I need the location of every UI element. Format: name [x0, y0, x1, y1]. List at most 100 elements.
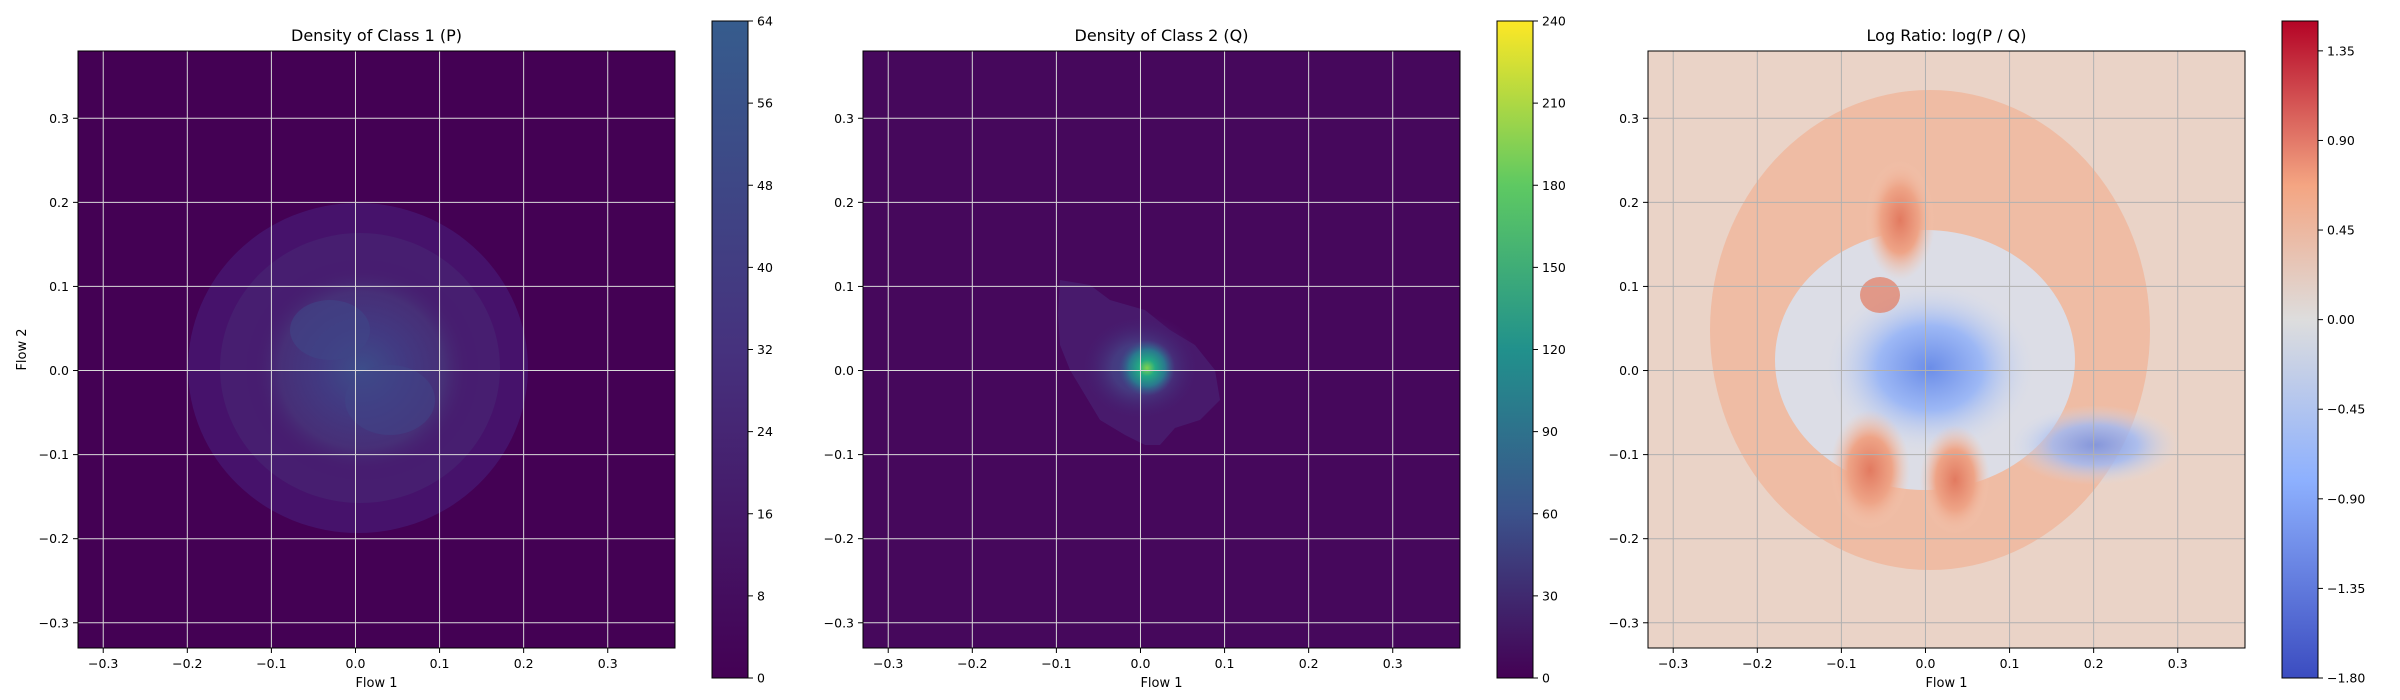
- colorbar-ticks: 0 8 16 24 32 40 48 56 64: [748, 14, 773, 686]
- y-axis-ticks: −0.3 −0.2 −0.1 0.0 0.1 0.2 0.3: [824, 111, 863, 630]
- x-tick-label: 0.1: [430, 656, 450, 671]
- x-tick-label: 0.3: [598, 656, 618, 671]
- colorbar-tick-label: 180: [1542, 178, 1566, 193]
- y-axis-ticks: −0.3 −0.2 −0.1 0.0 0.1 0.2 0.3: [39, 111, 78, 630]
- colorbar-ticks: 0 30 60 90 120 150 180 210 240: [1533, 14, 1566, 686]
- x-tick-label: −0.3: [88, 656, 118, 671]
- x-tick-label: −0.2: [172, 656, 202, 671]
- axes-frame: [1647, 50, 2246, 649]
- x-tick-label: −0.1: [256, 656, 286, 671]
- density-core: [244, 258, 480, 482]
- colorbar-tick-label: 1.35: [2327, 43, 2355, 58]
- colorbar-tick-label: 0.90: [2327, 133, 2355, 148]
- x-tick-label: −0.3: [873, 656, 903, 671]
- y-tick-label: 0.2: [834, 195, 854, 210]
- colorbar-tick-label: 0: [757, 671, 765, 686]
- y-tick-label: −0.2: [1609, 531, 1639, 546]
- chart-title: Log Ratio: log(P / Q): [1867, 26, 2027, 45]
- x-tick-label: 0.2: [514, 656, 534, 671]
- y-tick-label: −0.2: [39, 531, 69, 546]
- y-tick-label: 0.3: [1619, 111, 1639, 126]
- colorbar-tick-label: 64: [757, 14, 773, 29]
- y-tick-label: −0.3: [1609, 615, 1639, 630]
- colorbar: [1496, 20, 1534, 679]
- grid-lines: [1648, 51, 2245, 648]
- x-tick-label: 0.0: [1131, 656, 1151, 671]
- x-tick-label: −0.2: [957, 656, 987, 671]
- y-tick-label: −0.1: [39, 447, 69, 462]
- colorbar-tick-label: 0: [1542, 671, 1550, 686]
- y-tick-label: −0.3: [824, 615, 854, 630]
- x-axis-ticks: −0.3 −0.2 −0.1 0.0 0.1 0.2 0.3: [88, 648, 618, 671]
- ratio-region-positive: [1860, 277, 1900, 313]
- x-tick-label: 0.1: [2000, 656, 2020, 671]
- colorbar-tick-label: 0.45: [2327, 223, 2355, 238]
- y-tick-label: 0.1: [834, 279, 854, 294]
- colorbar-tick-label: −0.45: [2327, 402, 2365, 417]
- panel-log-ratio: −0.3 −0.2 −0.1 0.0 0.1 0.2 0.3 −0.3 −0.2 −0.1 0.0…: [1609, 20, 2365, 691]
- ratio-region-positive: [1865, 160, 1935, 280]
- colorbar-tick-label: 240: [1542, 14, 1566, 29]
- colorbar-tick-label: 120: [1542, 342, 1566, 357]
- colorbar-tick-label: 210: [1542, 96, 1566, 111]
- panel-density-p: −0.3 −0.2 −0.1 0.0 0.1 0.2 0.3 −0.3 −0.2 −0.1 0.0…: [15, 14, 773, 692]
- density-field: [188, 203, 528, 533]
- x-tick-label: 0.3: [1383, 656, 1403, 671]
- x-axis-ticks: −0.3 −0.2 −0.1 0.0 0.1 0.2 0.3: [873, 648, 1403, 671]
- colorbar-tick-label: 30: [1542, 588, 1558, 603]
- y-tick-label: 0.3: [49, 111, 69, 126]
- colorbar-tick-label: −0.90: [2327, 491, 2365, 506]
- colorbar-tick-label: 24: [757, 424, 773, 439]
- y-tick-label: 0.0: [49, 363, 69, 378]
- colorbar-tick-label: 56: [757, 96, 773, 111]
- panel-density-q: −0.3 −0.2 −0.1 0.0 0.1 0.2 0.3 −0.3 −0.2 −0.1 0.0…: [824, 14, 1566, 692]
- chart-title: Density of Class 2 (Q): [1075, 26, 1249, 45]
- colorbar-tick-label: −1.80: [2327, 671, 2365, 686]
- colorbar-tick-label: 16: [757, 506, 773, 521]
- x-tick-label: 0.0: [1916, 656, 1936, 671]
- y-tick-label: 0.1: [1619, 279, 1639, 294]
- colorbar-tick-label: 8: [757, 588, 765, 603]
- y-tick-label: 0.2: [49, 195, 69, 210]
- x-axis-label: Flow 1: [1925, 676, 1967, 691]
- chart-title: Density of Class 1 (P): [291, 26, 462, 45]
- y-tick-label: −0.2: [824, 531, 854, 546]
- x-tick-label: 0.1: [1215, 656, 1235, 671]
- x-tick-label: 0.0: [346, 656, 366, 671]
- density-lobe: [290, 300, 370, 360]
- y-axis-ticks: −0.3 −0.2 −0.1 0.0 0.1 0.2 0.3: [1609, 111, 1648, 630]
- ratio-region-positive: [1830, 410, 1910, 530]
- x-axis-label: Flow 1: [355, 676, 397, 691]
- x-tick-label: −0.3: [1658, 656, 1688, 671]
- ratio-field: [1648, 51, 2245, 648]
- density-peak: [1119, 340, 1175, 396]
- x-axis-ticks: −0.3 −0.2 −0.1 0.0 0.1 0.2 0.3: [1658, 648, 2188, 671]
- y-tick-label: −0.1: [1609, 447, 1639, 462]
- colorbar: [2281, 20, 2319, 679]
- y-tick-label: −0.1: [824, 447, 854, 462]
- colorbar-ticks: −1.80 −1.35 −0.90 −0.45 0.00 0.45 0.90 1.35: [2318, 43, 2365, 686]
- y-tick-label: 0.1: [49, 279, 69, 294]
- x-tick-label: −0.2: [1742, 656, 1772, 671]
- colorbar-tick-label: −1.35: [2327, 581, 2365, 596]
- y-tick-label: 0.3: [834, 111, 854, 126]
- y-axis-label: Flow 2: [15, 328, 30, 370]
- ratio-region-negative: [2010, 405, 2180, 485]
- y-tick-label: 0.0: [834, 363, 854, 378]
- x-tick-label: −0.1: [1826, 656, 1856, 671]
- colorbar-tick-label: 0.00: [2327, 312, 2355, 327]
- grid-lines: [78, 51, 675, 648]
- colorbar-tick-label: 32: [757, 342, 773, 357]
- y-tick-label: 0.2: [1619, 195, 1639, 210]
- grid-lines: [863, 51, 1460, 648]
- ratio-region-negative: [1825, 283, 2035, 453]
- colorbar-tick-label: 48: [757, 178, 773, 193]
- x-tick-label: 0.2: [2084, 656, 2104, 671]
- axes-frame: [77, 50, 676, 649]
- x-axis-label: Flow 1: [1140, 676, 1182, 691]
- ratio-region-positive: [1920, 425, 1990, 535]
- colorbar-tick-label: 150: [1542, 260, 1566, 275]
- colorbar-tick-label: 90: [1542, 424, 1558, 439]
- x-tick-label: −0.1: [1041, 656, 1071, 671]
- colorbar: [711, 20, 749, 679]
